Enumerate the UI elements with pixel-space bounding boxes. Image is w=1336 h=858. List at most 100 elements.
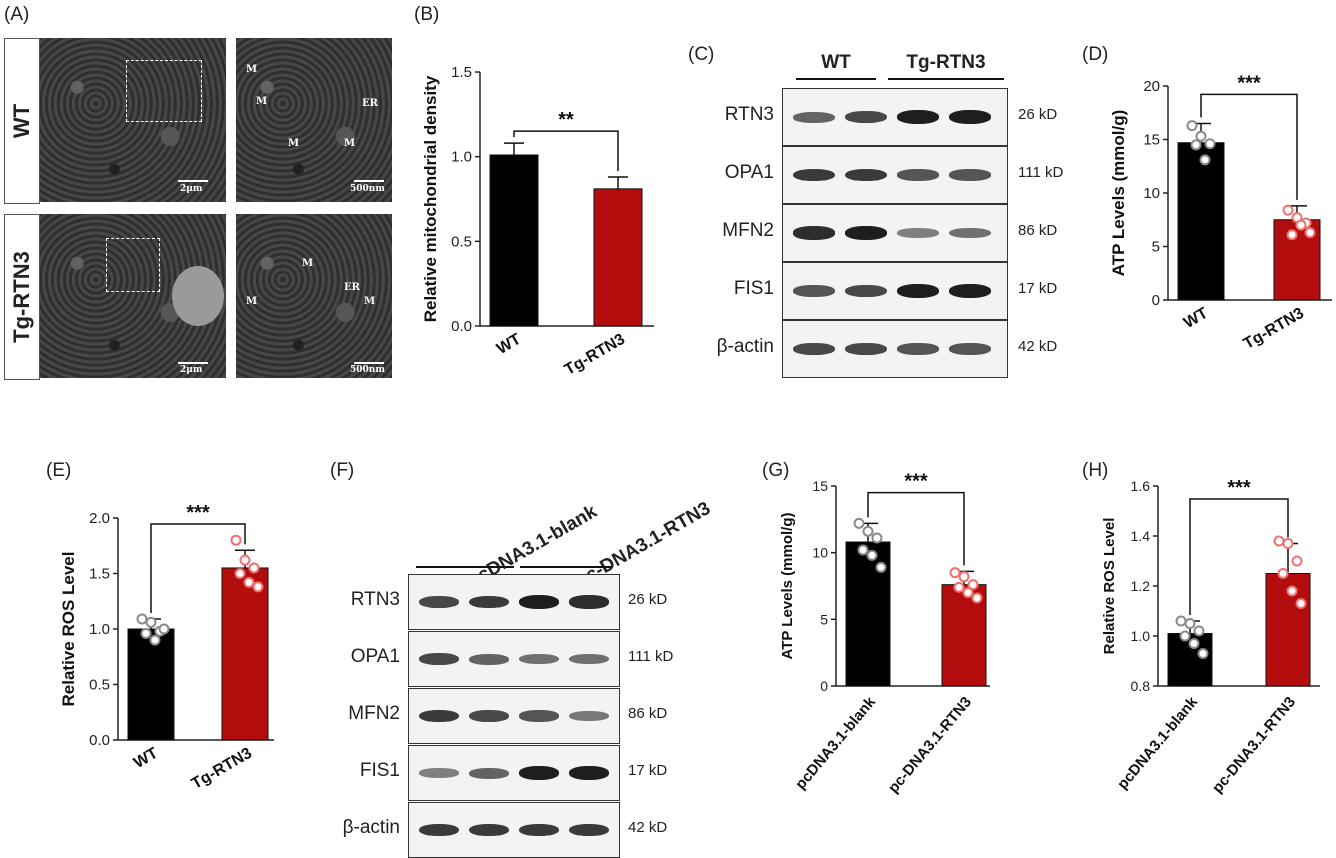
blot-strip — [408, 574, 620, 630]
significance-bracket — [867, 491, 965, 566]
y-axis-label: ATP Levels (mmol/g) — [1110, 110, 1128, 277]
data-point — [230, 534, 242, 546]
scale-bar — [354, 362, 384, 364]
scale-label: 2μm — [180, 184, 203, 194]
blot-band — [419, 652, 459, 666]
em-label-m: M — [256, 96, 268, 107]
blot-strip — [408, 631, 620, 687]
data-point — [140, 627, 152, 639]
blot-protein-label: β-actin — [342, 817, 400, 838]
scale-label: 500nm — [350, 184, 385, 194]
y-tick-label: 1.4 — [1131, 528, 1151, 544]
data-point — [1175, 615, 1187, 627]
zoom-region-box — [106, 238, 160, 292]
blot-size-label: 17 kD — [628, 762, 668, 779]
blot-band — [569, 823, 609, 837]
blot-protein-label: FIS1 — [359, 760, 400, 781]
y-tick-label: 1.6 — [1131, 478, 1151, 494]
em-label-m: M — [288, 138, 300, 149]
data-point — [1188, 638, 1200, 649]
blot-band — [419, 709, 459, 723]
panel-c-label: (C) — [688, 44, 715, 65]
chart-ros-level-cell: 0.8 1.0 1.2 1.4 1.6 Relative ROS Level pcDNA3.… — [1101, 477, 1320, 797]
blot-band — [469, 709, 509, 723]
em-image-tg-low: 2μm — [40, 214, 226, 378]
y-tick-label: 0 — [1152, 292, 1160, 309]
chart-atp-levels-tg: 0 5 10 15 20 ATP Levels (mmol/g) WT Tg-RTN3 *** — [1110, 72, 1332, 353]
data-point — [1277, 568, 1289, 579]
y-tick-label: 1.0 — [89, 621, 110, 638]
data-point — [1184, 618, 1196, 629]
data-point — [1199, 154, 1211, 166]
data-point — [962, 587, 974, 599]
panel-g-label: (G) — [762, 460, 790, 481]
em-label-er: ER — [362, 98, 378, 109]
significance-label: ** — [558, 109, 574, 131]
data-point — [971, 592, 983, 604]
data-point — [158, 623, 170, 635]
em-label-m: M — [364, 296, 376, 307]
blot-band — [469, 823, 509, 837]
significance-bracket — [513, 130, 619, 171]
blot-c-group-line — [888, 78, 1004, 80]
significance-label: *** — [1237, 72, 1261, 94]
y-tick-label: 1.2 — [1131, 578, 1151, 594]
blot-band — [469, 653, 509, 665]
blot-band — [845, 110, 887, 124]
y-tick-label: 0.5 — [451, 233, 472, 250]
blot-band — [897, 228, 939, 238]
data-point — [866, 549, 878, 561]
zoom-region-box — [126, 60, 202, 122]
category-label: Tg-RTN3 — [1241, 305, 1307, 353]
chart-atp-levels-cell: 0 5 10 15 ATP Levels (mmol/g) pcDNA3.1-blank p… — [779, 471, 990, 797]
y-tick-label: 5 — [1152, 239, 1160, 256]
blot-strip — [408, 688, 620, 744]
data-point — [149, 634, 161, 646]
chart-mitochondrial-density: 0.0 0.5 1.0 1.5 Relative mitochondrial densi… — [421, 64, 654, 379]
blot-protein-label: OPA1 — [724, 162, 774, 183]
blot-strip — [782, 88, 1008, 146]
panel-h-label: (H) — [1082, 460, 1109, 481]
blot-band — [949, 284, 991, 298]
blot-band — [845, 168, 887, 182]
y-tick-label: 20 — [1143, 78, 1160, 95]
data-point — [1291, 555, 1303, 567]
data-point — [1304, 227, 1316, 239]
category-label: Tg-RTN3 — [562, 331, 628, 379]
significance-label: *** — [186, 502, 210, 524]
blot-protein-label: MFN2 — [722, 220, 774, 241]
em-label-m: M — [246, 296, 258, 307]
data-point — [871, 532, 883, 544]
data-point — [1295, 598, 1307, 609]
blot-protein-label: β-actin — [716, 336, 774, 357]
category-label: Tg-RTN3 — [189, 745, 255, 793]
y-tick-label: 15 — [1143, 132, 1160, 149]
data-point — [243, 576, 255, 588]
data-point — [248, 562, 260, 574]
data-point — [1295, 219, 1307, 231]
significance-bracket — [150, 523, 246, 614]
y-axis-label: Relative mitochondrial density — [421, 75, 440, 322]
data-point — [1286, 229, 1298, 241]
y-tick-label: 10 — [1143, 185, 1160, 202]
blot-band — [793, 111, 835, 123]
blot-protein-label: FIS1 — [733, 278, 774, 299]
data-point — [958, 571, 970, 583]
data-point — [857, 544, 869, 556]
category-label: WT — [1181, 305, 1211, 332]
blot-protein-label: RTN3 — [350, 589, 400, 610]
data-point — [1282, 204, 1294, 216]
blot-band — [569, 595, 609, 609]
y-tick-label: 0.8 — [1131, 678, 1151, 694]
data-point — [1193, 625, 1205, 637]
blot-band — [949, 227, 991, 239]
significance-bracket — [1200, 93, 1298, 200]
y-tick-label: 0.0 — [451, 318, 472, 335]
category-label: WT — [131, 745, 161, 772]
data-point — [853, 517, 865, 529]
blot-size-label: 111 kD — [628, 648, 674, 665]
blot-band — [469, 767, 509, 779]
row-label-wt: WT — [4, 38, 40, 204]
data-point — [1204, 138, 1216, 150]
bar — [1177, 142, 1225, 301]
